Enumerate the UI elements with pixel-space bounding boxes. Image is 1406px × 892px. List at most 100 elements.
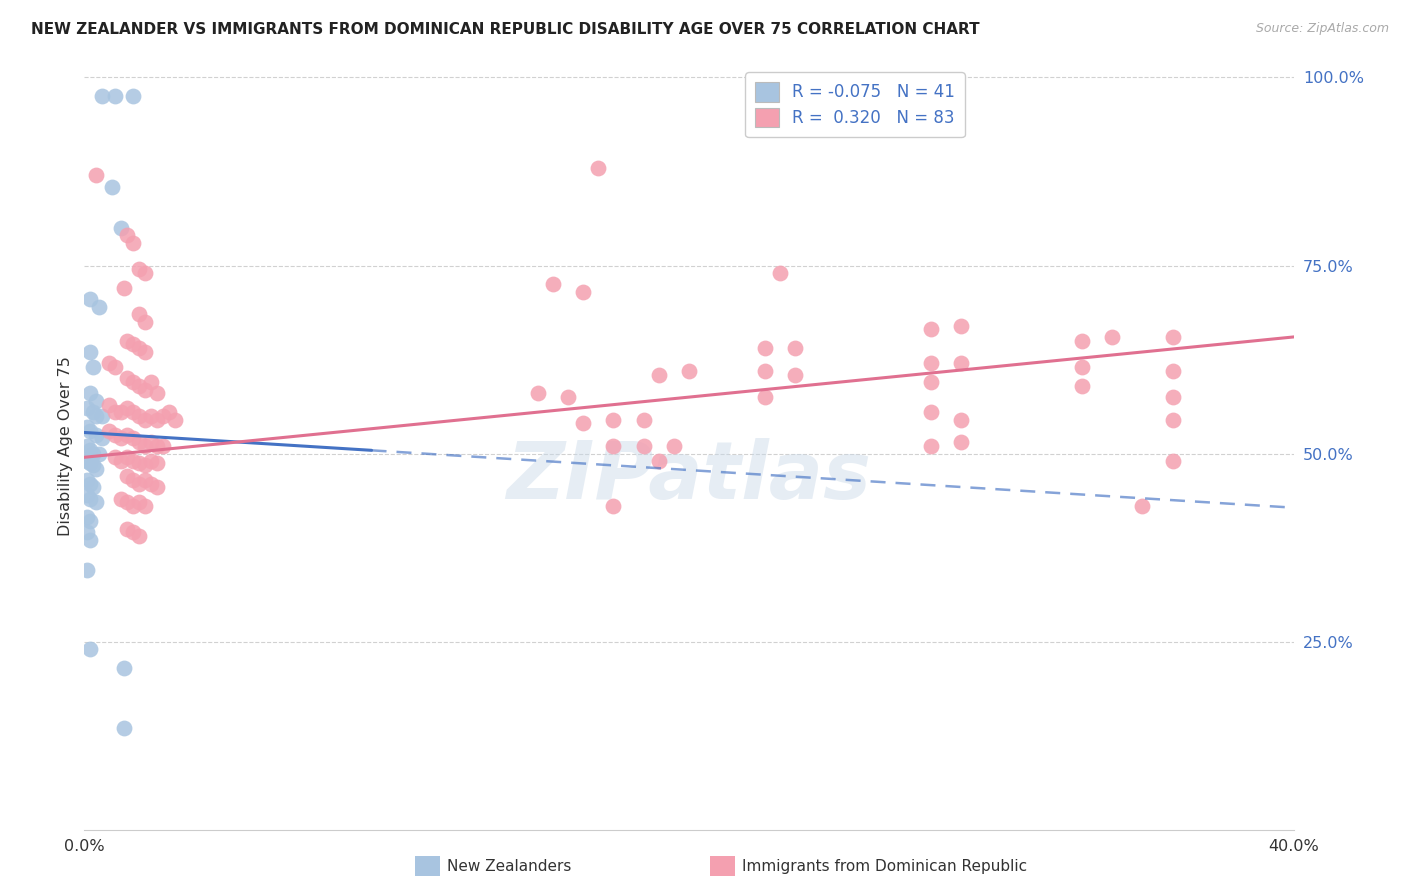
- Point: [662, 439, 685, 453]
- Point: [79, 642, 101, 657]
- Point: [86, 461, 108, 475]
- Point: [572, 285, 595, 299]
- Point: [950, 318, 973, 333]
- Point: [115, 371, 138, 385]
- Point: [82, 480, 104, 494]
- Point: [134, 499, 156, 513]
- Point: [86, 393, 108, 408]
- Point: [152, 439, 174, 453]
- Point: [128, 409, 150, 423]
- Point: [1071, 379, 1094, 393]
- Point: [76, 454, 98, 468]
- Point: [1161, 390, 1184, 404]
- Point: [115, 401, 138, 416]
- Text: New Zealanders: New Zealanders: [447, 859, 571, 873]
- Point: [121, 405, 143, 419]
- Point: [100, 179, 122, 194]
- Point: [115, 228, 138, 243]
- Point: [89, 446, 111, 460]
- Point: [134, 345, 156, 359]
- Point: [134, 458, 156, 472]
- Point: [121, 473, 143, 487]
- Point: [602, 499, 624, 513]
- Point: [86, 427, 108, 442]
- Point: [104, 359, 127, 374]
- Text: Immigrants from Dominican Republic: Immigrants from Dominican Republic: [742, 859, 1028, 873]
- Point: [110, 491, 132, 506]
- Point: [121, 375, 143, 389]
- Point: [121, 337, 143, 351]
- Point: [86, 409, 108, 423]
- Point: [110, 454, 132, 468]
- Point: [128, 476, 150, 491]
- Point: [104, 89, 127, 103]
- Point: [121, 432, 143, 446]
- Point: [633, 439, 655, 453]
- Point: [139, 409, 162, 423]
- Point: [97, 424, 120, 438]
- Point: [920, 439, 942, 453]
- Point: [783, 368, 806, 382]
- Point: [91, 89, 114, 103]
- Point: [165, 412, 187, 426]
- Point: [602, 412, 624, 426]
- Point: [86, 168, 108, 182]
- Point: [1101, 330, 1123, 344]
- Point: [572, 417, 595, 431]
- Point: [146, 480, 169, 494]
- Text: NEW ZEALANDER VS IMMIGRANTS FROM DOMINICAN REPUBLIC DISABILITY AGE OVER 75 CORRE: NEW ZEALANDER VS IMMIGRANTS FROM DOMINIC…: [31, 22, 980, 37]
- Point: [79, 533, 101, 547]
- Point: [76, 473, 98, 487]
- Point: [134, 412, 156, 426]
- Point: [139, 454, 162, 468]
- Point: [783, 341, 806, 355]
- Point: [76, 488, 98, 502]
- Point: [128, 307, 150, 321]
- Point: [79, 491, 101, 506]
- Point: [110, 405, 132, 419]
- Point: [79, 345, 101, 359]
- Point: [754, 390, 776, 404]
- Point: [76, 525, 98, 540]
- Point: [146, 456, 169, 470]
- Point: [920, 322, 942, 336]
- Point: [134, 315, 156, 329]
- Point: [1161, 412, 1184, 426]
- Point: [139, 375, 162, 389]
- Point: [128, 435, 150, 450]
- Point: [134, 473, 156, 487]
- Point: [920, 375, 942, 389]
- Point: [128, 341, 150, 355]
- Point: [588, 161, 610, 175]
- Point: [950, 435, 973, 450]
- Point: [121, 235, 143, 250]
- Point: [110, 432, 132, 446]
- Point: [91, 409, 114, 423]
- Point: [115, 334, 138, 348]
- Point: [76, 420, 98, 434]
- Point: [82, 458, 104, 472]
- Point: [82, 446, 104, 460]
- Text: Source: ZipAtlas.com: Source: ZipAtlas.com: [1256, 22, 1389, 36]
- Point: [115, 495, 138, 509]
- Point: [134, 439, 156, 453]
- Point: [1071, 359, 1094, 374]
- Point: [146, 439, 169, 453]
- Point: [1071, 334, 1094, 348]
- Point: [104, 450, 127, 465]
- Point: [91, 432, 114, 446]
- Point: [1161, 454, 1184, 468]
- Point: [950, 356, 973, 370]
- Point: [128, 495, 150, 509]
- Point: [602, 439, 624, 453]
- Point: [86, 495, 108, 509]
- Point: [633, 412, 655, 426]
- Point: [104, 427, 127, 442]
- Point: [97, 356, 120, 370]
- Point: [79, 514, 101, 528]
- Text: ZIPatlas: ZIPatlas: [506, 438, 872, 516]
- Point: [79, 476, 101, 491]
- Point: [79, 386, 101, 401]
- Point: [115, 450, 138, 465]
- Point: [139, 476, 162, 491]
